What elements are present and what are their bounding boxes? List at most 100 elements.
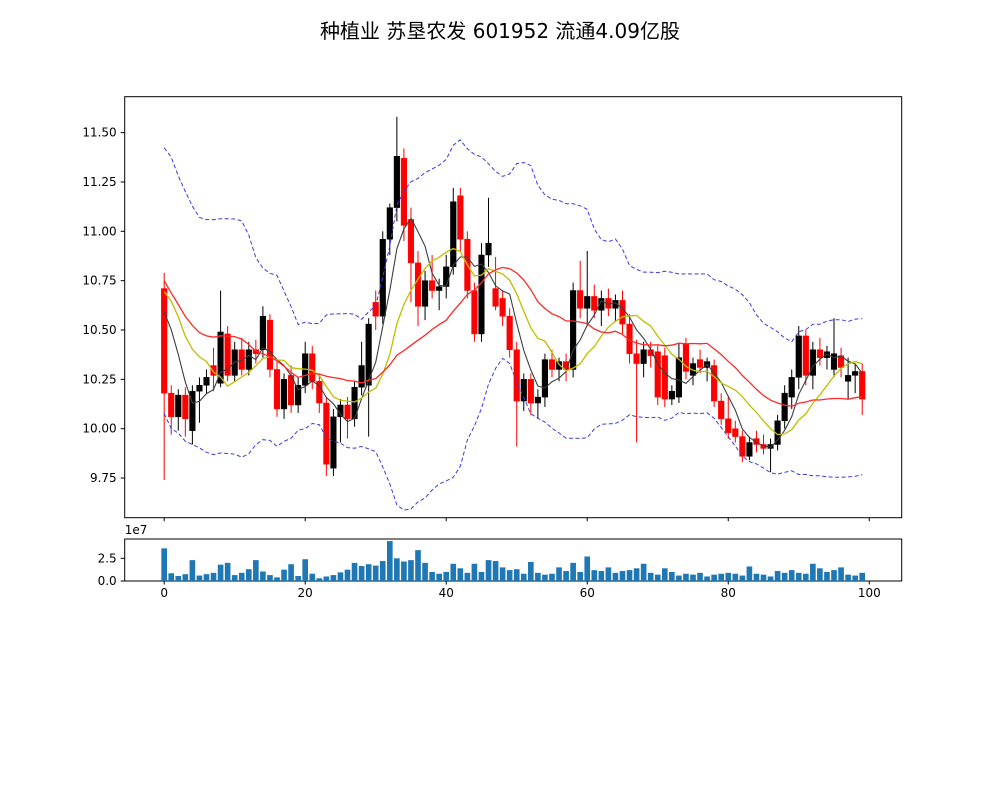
candle-body (365, 323, 372, 386)
candle-body (725, 418, 732, 433)
candle-body (845, 375, 852, 382)
candle (809, 341, 816, 390)
shared-xaxis: 0 20 40 60 80 100 (160, 517, 881, 600)
candle-body (386, 207, 393, 240)
candle-body (640, 349, 647, 364)
volume-bar (633, 568, 640, 581)
volume-bar (231, 575, 238, 581)
chart-content: 11.50 11.25 11.00 10.75 10.50 10.25 10.00 9.75 0… (82, 96, 903, 600)
volume-bar (302, 559, 309, 581)
candle-body (189, 390, 196, 431)
volume-bar (253, 560, 259, 581)
volume-bar (577, 571, 584, 581)
volume-bar (697, 572, 703, 581)
candle-body (238, 349, 245, 370)
price-yaxis: 11.50 11.25 11.00 10.75 10.50 10.25 10.00 9.75 (82, 126, 125, 485)
candle (852, 363, 859, 394)
y-tick-label: 10.00 (82, 422, 116, 436)
candle (654, 345, 661, 405)
volume-bar (394, 558, 400, 581)
candle (633, 339, 640, 443)
candle (563, 353, 570, 382)
candle-body (795, 335, 802, 378)
candle-body (175, 394, 182, 418)
candle (196, 377, 203, 423)
candle (718, 393, 725, 425)
ma20-line (163, 266, 863, 407)
candle (259, 306, 266, 358)
candle (238, 337, 245, 376)
candle (161, 272, 168, 481)
volume-bar (520, 573, 527, 581)
candle (837, 347, 845, 378)
candle (295, 377, 302, 413)
x-tick-label: 100 (858, 586, 881, 600)
volume-bar (457, 568, 464, 581)
volume-bar (845, 574, 851, 581)
volume-bar (795, 572, 802, 581)
candle (527, 373, 534, 415)
candle-body (266, 319, 274, 370)
candle (407, 207, 415, 303)
volume-bar (802, 573, 809, 581)
volume-bar (344, 569, 351, 581)
ma10-line-group (163, 247, 863, 436)
x-tick-label: 20 (298, 586, 313, 600)
volume-bar (732, 573, 739, 581)
candle-body (457, 195, 464, 240)
volume-bar (351, 562, 358, 581)
candle-body (802, 335, 809, 376)
candle (753, 430, 760, 453)
candle-body (478, 254, 485, 335)
chart-title: 种植业 苏垦农发 601952 流通4.09亿股 (320, 19, 680, 43)
candle-body (471, 290, 478, 335)
volume-bar (330, 575, 337, 581)
candle (534, 389, 541, 419)
candle-body (534, 396, 541, 404)
candle (739, 430, 746, 463)
candle-body (633, 353, 640, 364)
volume-bar (542, 574, 548, 581)
candle-body (619, 300, 626, 325)
candle-body (372, 302, 379, 317)
candle-body (830, 353, 838, 370)
volume-bar (182, 574, 189, 581)
candle-body (675, 357, 682, 398)
volume-bar (238, 572, 245, 581)
candle (414, 251, 422, 327)
candle (823, 345, 831, 370)
volume-bar (217, 564, 224, 581)
volume-bar (570, 562, 576, 581)
candle-body (696, 359, 704, 368)
volume-bar (774, 571, 781, 581)
volume-bar (556, 567, 562, 581)
candle-body (407, 219, 415, 264)
candles-group (161, 116, 866, 481)
candle (746, 436, 753, 461)
candle (273, 361, 281, 417)
volume-bar (309, 573, 316, 581)
volume-bar (450, 563, 457, 581)
candle-body (739, 436, 746, 457)
candle-body (689, 363, 697, 376)
volume-bar (767, 576, 774, 581)
volume-bar (549, 573, 555, 581)
candle-body (809, 349, 816, 376)
y-tick-label: 10.25 (82, 372, 116, 386)
candle (668, 385, 675, 405)
candle-body (781, 392, 788, 422)
candle (626, 314, 633, 364)
x-tick-label: 0 (160, 586, 168, 600)
candle-body (654, 351, 661, 398)
candle (344, 397, 351, 439)
volume-bar (436, 573, 442, 581)
y-tick-label: 11.00 (82, 224, 116, 238)
y-tick-label: 11.25 (82, 175, 116, 189)
volume-bar (788, 570, 795, 581)
candle (816, 337, 823, 366)
candle-body (584, 296, 591, 309)
bollinger-lower-line-group (163, 357, 863, 511)
candle (788, 369, 795, 409)
candle (696, 349, 704, 374)
